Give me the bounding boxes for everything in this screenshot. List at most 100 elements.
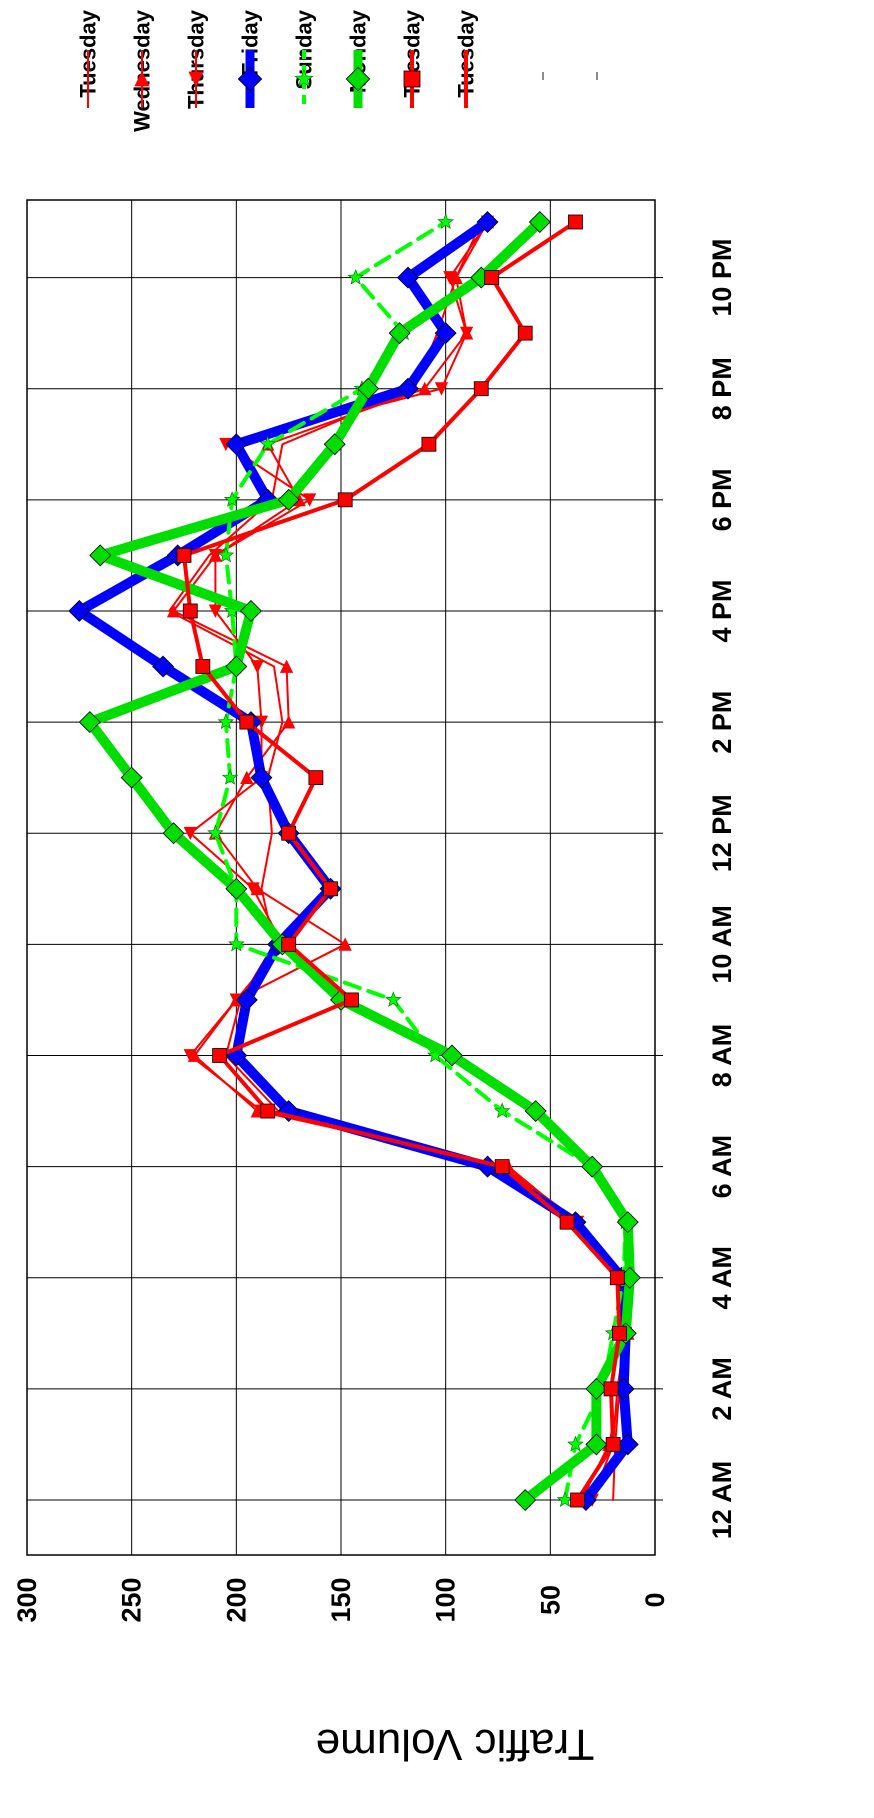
data-point-monday [120,766,143,789]
data-point-sunday [259,435,277,452]
data-point-thursday [208,548,223,563]
series-monday-5 [78,211,641,1511]
data-point-monday [616,1211,639,1234]
data-point-tuesday [337,492,353,508]
data-point-tuesday [308,770,324,786]
y-axis-title: Traffic Volume [316,1720,595,1769]
data-point-monday [388,322,411,345]
data-point-monday [225,655,248,678]
x-tick-label: 2 AM [707,1357,737,1421]
data-point-monday [524,1100,547,1123]
data-point-sunday [385,991,402,1007]
legend-marker-thursday [188,71,204,87]
data-point-tuesday [176,547,192,563]
data-point-tuesday [323,881,338,897]
x-tick-label: 10 PM [707,239,737,317]
data-point-wednesday [240,770,254,785]
data-point-monday [225,877,248,900]
data-point-wednesday [338,937,352,951]
data-point-sunday [437,213,454,229]
data-point-thursday [302,493,317,507]
data-point-thursday [183,826,197,841]
data-point-thursday [183,1049,197,1063]
data-point-friday [225,433,248,456]
series-line-sunday [213,220,628,1502]
data-point-thursday [434,382,449,396]
legend-marker-wednesday [134,71,150,87]
data-point-friday [476,211,499,233]
data-point-tuesday [239,714,255,730]
y-tick-label: 50 [535,1585,565,1615]
y-tick-label: 150 [326,1577,356,1622]
data-point-wednesday [166,604,181,618]
data-point-friday [250,766,273,789]
data-point-monday [162,822,185,845]
data-point-tuesday [260,1103,276,1119]
data-point-tuesday [212,1048,227,1063]
data-point-friday [434,322,457,345]
data-point-monday [357,377,380,400]
data-point-tuesday [195,659,211,674]
x-tick-label: 6 AM [707,1135,737,1199]
legend-marker-sunday [294,69,314,88]
series-tuesday-6 [176,214,627,1508]
plot-border [26,199,656,1556]
data-point-friday [68,599,91,622]
legend-marker-monday [345,66,371,92]
data-point-thursday [443,271,457,285]
data-point-friday [616,1433,639,1456]
data-point-tuesday [570,1492,585,1508]
x-tick-label: 10 AM [707,905,737,984]
x-tick-label: 6 PM [707,468,737,531]
data-point-thursday [250,660,264,674]
y-tick-label: 200 [221,1577,251,1622]
data-point-tuesday [473,381,489,397]
data-point-friday [235,988,258,1011]
data-point-tuesday [281,825,297,841]
data-point-monday [440,1044,463,1067]
data-point-monday [89,544,112,567]
y-tick-label: 300 [12,1577,42,1622]
data-point-tuesday [281,936,297,952]
data-point-sunday [567,1435,584,1452]
data-point-friday [397,266,419,289]
data-point-sunday [347,268,364,285]
tick-labels: 0 50 100 150 200 250 300 12 AM 2 AM 4 AM 6 AM 8 AM 1… [12,239,737,1623]
data-point-tuesday [517,325,533,341]
data-point-wednesday [279,659,294,673]
data-point-tuesday [612,1325,627,1341]
x-tick-label: 8 AM [707,1024,737,1088]
data-point-tuesday [568,214,583,230]
data-point-sunday [207,824,224,841]
data-point-sunday [494,1102,511,1119]
data-point-tuesday [603,1381,619,1397]
data-point-monday [78,711,101,734]
data-point-monday [240,599,262,622]
data-point-tuesday [494,1159,510,1175]
x-tick-label: 4 AM [707,1246,737,1310]
data-point-monday [528,211,551,233]
data-point-monday [581,1155,604,1178]
data-point-tuesday [421,436,437,452]
x-tick-label: 12 AM [707,1461,737,1540]
x-tick-label: 12 PM [707,794,737,872]
data-point-tuesday [182,603,198,619]
data-point-tuesday [344,992,359,1008]
legend-marker-friday [237,66,263,92]
data-point-tuesday [559,1214,575,1230]
data-point-sunday [217,713,235,730]
data-point-monday [585,1377,608,1400]
y-tick-label: 100 [431,1577,461,1622]
data-point-wednesday [282,715,296,729]
data-point-monday [323,433,346,456]
plot-frame [26,199,656,1556]
data-point-thursday [208,604,223,618]
x-tick-label: 2 PM [707,691,737,754]
x-tick-label: 4 PM [707,579,737,642]
x-tick-label: 8 PM [707,357,737,420]
data-point-sunday [217,546,235,563]
data-point-tuesday [605,1437,621,1452]
data-point-friday [397,377,419,400]
